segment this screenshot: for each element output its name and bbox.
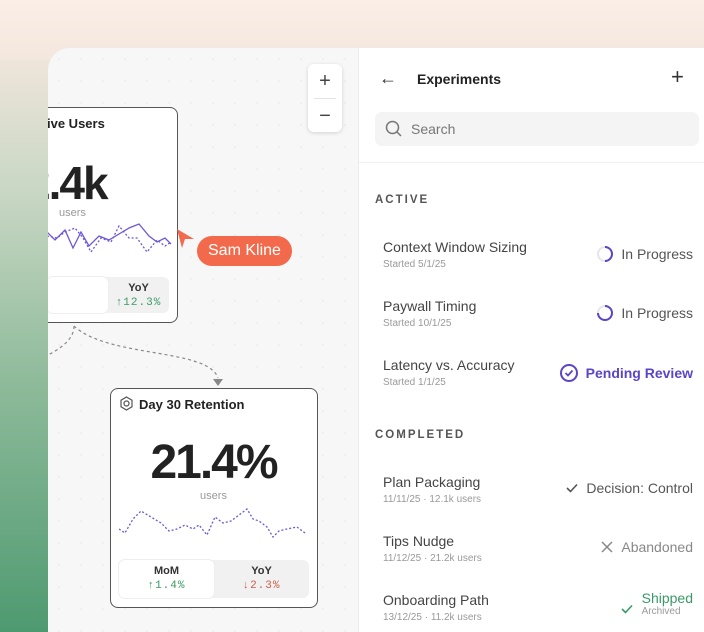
metric-value: 21.4% (150, 436, 278, 489)
section-completed-label: COMPLETED (375, 429, 466, 441)
search-icon (385, 120, 402, 137)
status-badge: Abandoned (600, 539, 693, 555)
experiment-name: Paywall Timing (383, 298, 477, 314)
status-badge: In Progress (596, 304, 693, 322)
status-badge: Pending Review (559, 363, 693, 383)
experiment-row[interactable]: Plan Packaging 11/11/25 · 12.1k users De… (383, 474, 693, 518)
sidebar-header: ← Experiments + (359, 48, 704, 108)
experiment-row[interactable]: Tips Nudge 11/12/25 · 21.2k users Abando… (383, 533, 693, 577)
card-title: Day 30 Retention (139, 397, 245, 412)
segment-mom[interactable]: MoM ↑1.4% (119, 560, 214, 598)
status-badge: Shipped Archived (620, 590, 693, 617)
divider (359, 162, 704, 163)
collaborator-name-tag: Sam Kline (197, 236, 292, 266)
experiment-row[interactable]: Onboarding Path 13/12/25 · 11.2k users S… (383, 590, 693, 632)
experiment-row[interactable]: Paywall Timing Started 10/1/25 In Progre… (383, 298, 693, 342)
canvas[interactable]: + − ive Users 2.4k users YoY↑12.3% Sam K… (48, 48, 358, 632)
experiment-name: Onboarding Path (383, 592, 489, 608)
segment-mom[interactable] (48, 277, 108, 313)
x-icon (601, 541, 613, 553)
section-active-label: ACTIVE (375, 194, 430, 206)
sparkline (48, 223, 172, 254)
experiment-row[interactable]: Latency vs. Accuracy Started 1/1/25 Pend… (383, 357, 693, 401)
connector-edges (48, 325, 223, 386)
segment-yoy[interactable]: YoY ↓2.3% (242, 565, 281, 592)
check-circle-icon (559, 364, 578, 382)
collaborator-cursor-icon (177, 229, 194, 248)
search-input[interactable] (411, 112, 691, 146)
experiment-meta: 11/11/25 · 12.1k users (383, 494, 482, 505)
experiment-name: Context Window Sizing (383, 239, 527, 255)
metric-unit: users (59, 207, 86, 219)
status-badge: Decision: Control (565, 480, 693, 496)
metric-card-active-users[interactable]: ive Users 2.4k users YoY↑12.3% (48, 107, 178, 323)
experiment-row[interactable]: Context Window Sizing Started 5/1/25 In … (383, 239, 693, 283)
card-title: ive Users (48, 116, 105, 131)
zoom-out-button[interactable]: − (319, 104, 331, 127)
sparkline (119, 508, 306, 539)
hexagon-icon (120, 396, 133, 411)
experiment-meta: 13/12/25 · 11.2k users (383, 612, 482, 623)
experiment-name: Plan Packaging (383, 474, 481, 490)
experiment-meta: Started 10/1/25 (383, 318, 452, 329)
back-arrow-icon[interactable]: ← (379, 68, 397, 88)
metric-card-day30-retention[interactable]: Day 30 Retention 21.4% users MoM ↑1.4% Yo… (110, 388, 318, 608)
zoom-in-button[interactable]: + (319, 69, 331, 92)
page-title: Experiments (417, 71, 502, 87)
experiment-name: Latency vs. Accuracy (383, 357, 515, 373)
checkmark-icon (566, 483, 578, 493)
app-window: + − ive Users 2.4k users YoY↑12.3% Sam K… (48, 48, 704, 632)
experiments-sidebar: ← Experiments + ACTIVE Context Window Si… (358, 48, 704, 632)
comparison-segments: YoY ↑12.3% (48, 277, 169, 313)
metric-unit: users (200, 490, 227, 502)
zoom-controls: + − (308, 64, 342, 132)
experiment-meta: 11/12/25 · 21.2k users (383, 553, 482, 564)
progress-spinner-icon (597, 246, 614, 262)
add-experiment-button[interactable]: + (671, 64, 684, 89)
experiment-meta: Started 5/1/25 (383, 259, 446, 270)
divider (314, 98, 336, 99)
progress-spinner-icon (597, 305, 614, 321)
experiment-meta: Started 1/1/25 (383, 377, 446, 388)
metric-value: 2.4k (48, 157, 109, 209)
search-box (375, 112, 699, 146)
comparison-segments: MoM ↑1.4% YoY ↓2.3% (119, 560, 309, 598)
segment-yoy[interactable]: YoY ↑12.3% (115, 282, 162, 309)
status-badge: In Progress (596, 245, 693, 263)
experiment-name: Tips Nudge (383, 533, 455, 549)
checkmark-icon (621, 604, 633, 614)
